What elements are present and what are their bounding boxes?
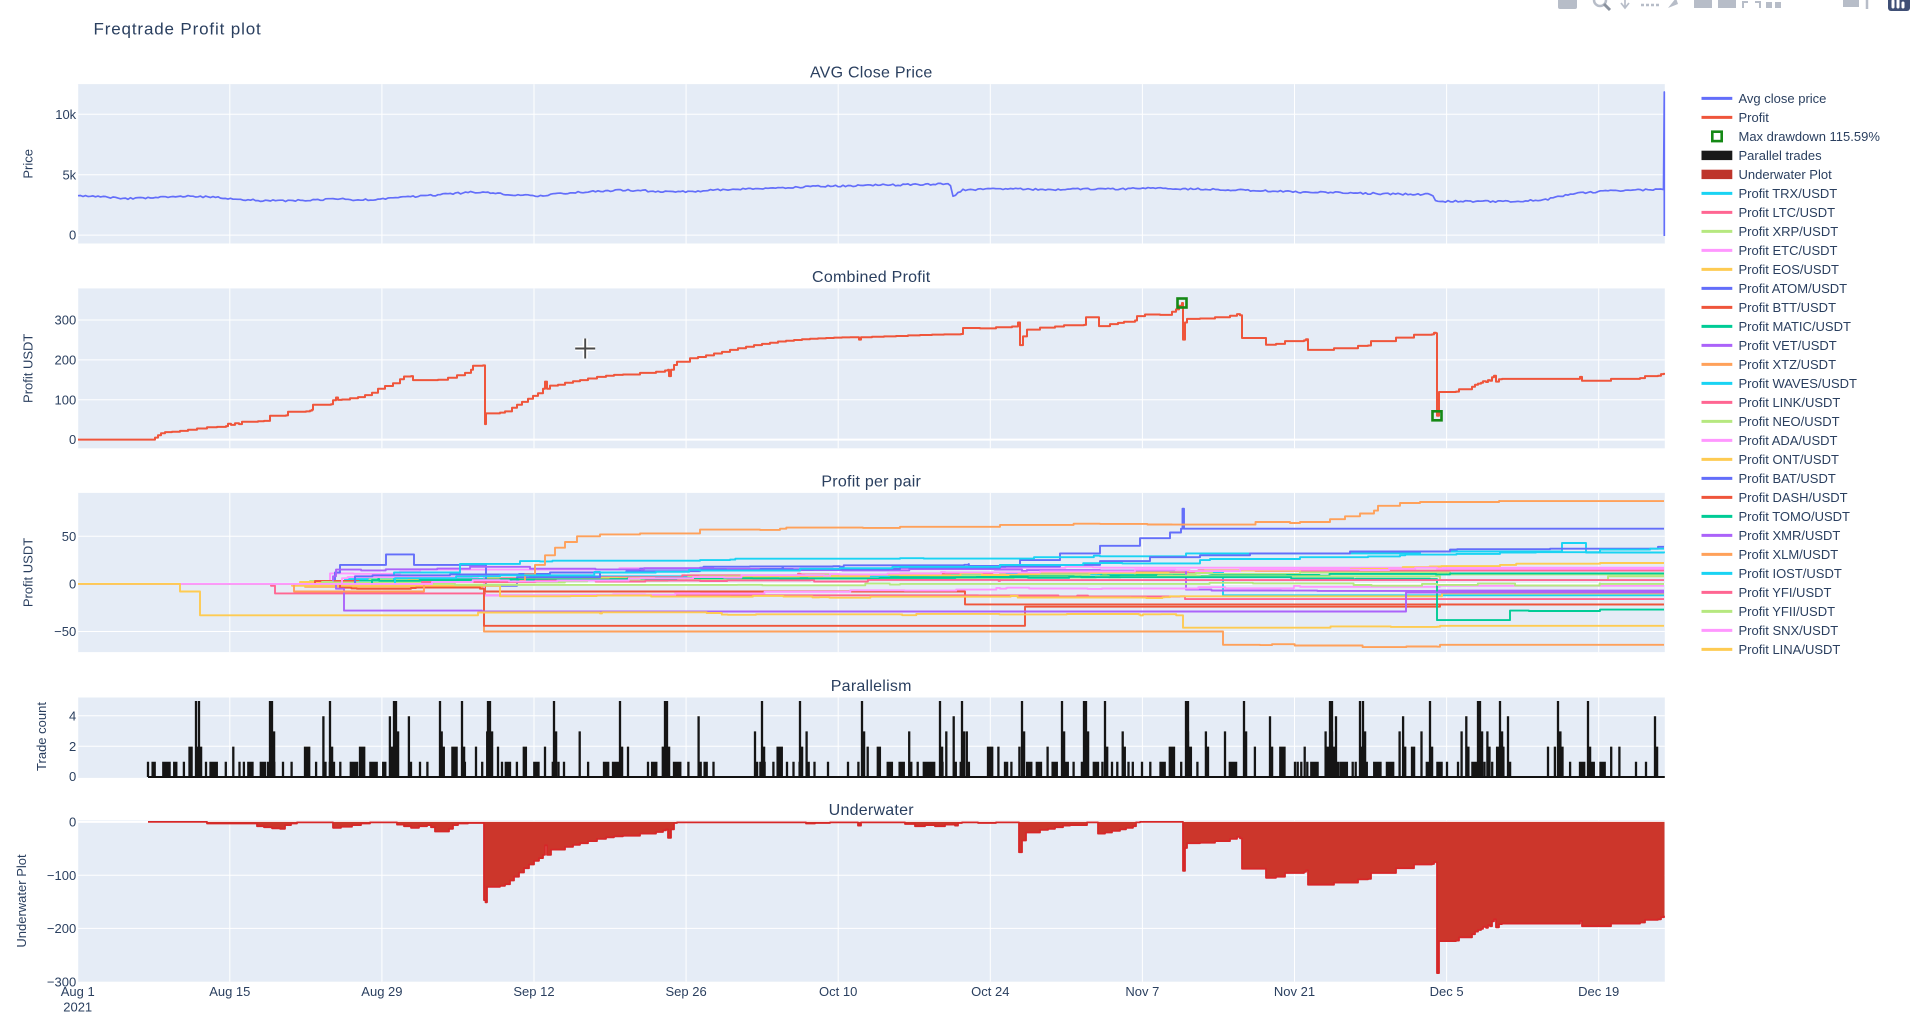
svg-text:Price: Price: [21, 149, 36, 179]
svg-text:−300: −300: [47, 974, 76, 989]
svg-text:Profit USDT: Profit USDT: [21, 538, 36, 607]
svg-text:Profit YFI/USDT: Profit YFI/USDT: [1739, 585, 1832, 600]
svg-text:Profit LINA/USDT: Profit LINA/USDT: [1739, 642, 1841, 657]
svg-text:−100: −100: [47, 868, 76, 883]
svg-text:Sep 12: Sep 12: [513, 984, 554, 999]
svg-text:Profit BAT/USDT: Profit BAT/USDT: [1739, 471, 1836, 486]
svg-text:300: 300: [54, 313, 76, 328]
svg-text:Profit YFII/USDT: Profit YFII/USDT: [1739, 604, 1836, 619]
svg-text:Profit MATIC/USDT: Profit MATIC/USDT: [1739, 319, 1851, 334]
svg-text:Profit EOS/USDT: Profit EOS/USDT: [1739, 262, 1839, 277]
svg-text:0: 0: [69, 815, 76, 830]
svg-text:Trade count: Trade count: [34, 702, 49, 771]
svg-text:Profit: Profit: [1739, 110, 1770, 125]
svg-text:−200: −200: [47, 921, 76, 936]
svg-text:200: 200: [54, 353, 76, 368]
svg-text:Profit IOST/USDT: Profit IOST/USDT: [1739, 566, 1842, 581]
svg-text:Underwater: Underwater: [829, 802, 915, 819]
svg-text:0: 0: [69, 432, 76, 447]
svg-text:Aug 15: Aug 15: [209, 984, 250, 999]
svg-text:10k: 10k: [55, 107, 76, 122]
svg-text:Aug 1: Aug 1: [61, 984, 95, 999]
svg-text:Profit XMR/USDT: Profit XMR/USDT: [1739, 528, 1841, 543]
svg-text:Dec 19: Dec 19: [1578, 984, 1619, 999]
svg-text:0: 0: [69, 228, 76, 243]
svg-text:Freqtrade Profit plot: Freqtrade Profit plot: [94, 20, 262, 39]
svg-text:Avg close price: Avg close price: [1739, 91, 1827, 106]
svg-text:Profit SNX/USDT: Profit SNX/USDT: [1739, 623, 1839, 638]
svg-text:Profit VET/USDT: Profit VET/USDT: [1739, 338, 1837, 353]
svg-text:Profit WAVES/USDT: Profit WAVES/USDT: [1739, 376, 1858, 391]
svg-text:Profit DASH/USDT: Profit DASH/USDT: [1739, 490, 1848, 505]
svg-text:Profit BTT/USDT: Profit BTT/USDT: [1739, 300, 1837, 315]
svg-text:Aug 29: Aug 29: [361, 984, 402, 999]
svg-text:Oct 24: Oct 24: [971, 984, 1009, 999]
svg-text:Profit XTZ/USDT: Profit XTZ/USDT: [1739, 357, 1837, 372]
svg-text:100: 100: [54, 392, 76, 407]
svg-text:Nov 7: Nov 7: [1125, 984, 1159, 999]
svg-text:Parallel trades: Parallel trades: [1739, 148, 1823, 163]
svg-text:Profit per pair: Profit per pair: [821, 474, 921, 491]
svg-text:4: 4: [69, 708, 76, 723]
svg-text:Underwater Plot: Underwater Plot: [1739, 167, 1833, 182]
svg-text:2021: 2021: [63, 1000, 92, 1015]
svg-text:Underwater Plot: Underwater Plot: [14, 854, 29, 948]
svg-text:50: 50: [62, 529, 76, 544]
svg-text:Nov 21: Nov 21: [1274, 984, 1315, 999]
svg-text:AVG Close Price: AVG Close Price: [810, 65, 933, 82]
svg-text:Profit XLM/USDT: Profit XLM/USDT: [1739, 547, 1839, 562]
svg-text:2: 2: [69, 739, 76, 754]
svg-text:Max drawdown 115.59%: Max drawdown 115.59%: [1739, 129, 1881, 144]
svg-text:Profit LTC/USDT: Profit LTC/USDT: [1739, 205, 1836, 220]
svg-text:Profit ONT/USDT: Profit ONT/USDT: [1739, 452, 1839, 467]
svg-text:Profit TOMO/USDT: Profit TOMO/USDT: [1739, 509, 1851, 524]
svg-text:Profit ETC/USDT: Profit ETC/USDT: [1739, 243, 1838, 258]
svg-text:Combined Profit: Combined Profit: [812, 269, 931, 286]
svg-text:Parallelism: Parallelism: [831, 678, 912, 695]
svg-text:Dec 5: Dec 5: [1430, 984, 1464, 999]
svg-text:0: 0: [69, 577, 76, 592]
svg-text:Profit ATOM/USDT: Profit ATOM/USDT: [1739, 281, 1848, 296]
svg-text:Profit TRX/USDT: Profit TRX/USDT: [1739, 186, 1838, 201]
svg-text:−50: −50: [54, 624, 76, 639]
svg-text:Profit ADA/USDT: Profit ADA/USDT: [1739, 433, 1838, 448]
svg-text:Profit USDT: Profit USDT: [21, 334, 36, 403]
svg-text:Sep 26: Sep 26: [665, 984, 706, 999]
svg-text:0: 0: [69, 769, 76, 784]
svg-text:Profit LINK/USDT: Profit LINK/USDT: [1739, 395, 1841, 410]
svg-text:Profit XRP/USDT: Profit XRP/USDT: [1739, 224, 1839, 239]
svg-text:Profit NEO/USDT: Profit NEO/USDT: [1739, 414, 1840, 429]
svg-text:5k: 5k: [62, 167, 76, 182]
svg-text:Oct 10: Oct 10: [819, 984, 857, 999]
